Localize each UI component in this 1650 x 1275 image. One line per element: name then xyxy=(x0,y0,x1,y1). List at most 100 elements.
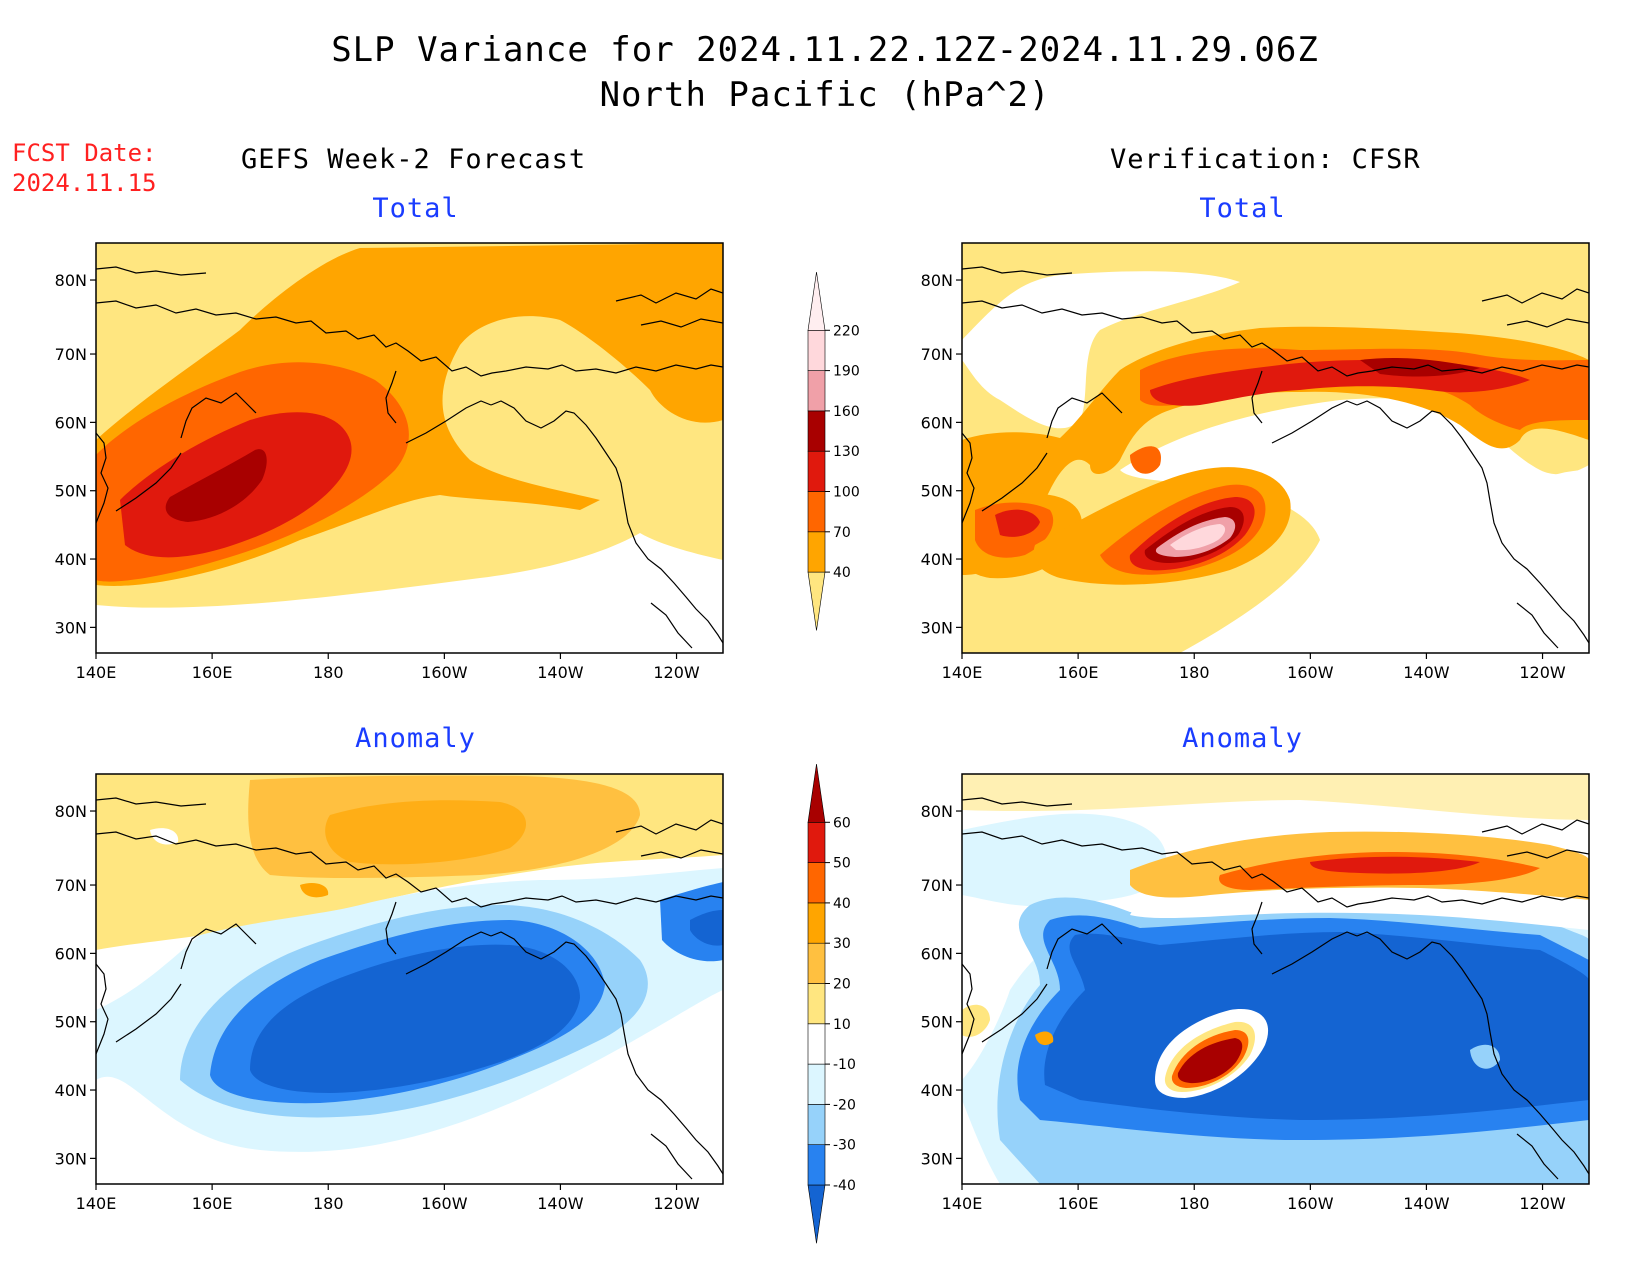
colorbar-level-label: 30 xyxy=(833,936,851,952)
figure-subtitle: North Pacific (hPa^2) xyxy=(599,75,1051,115)
lat-tick-label: 50N xyxy=(55,1013,87,1032)
lon-tick-label: 160W xyxy=(1287,663,1334,682)
lon-tick-label: 140W xyxy=(537,663,584,682)
lon-tick-label: 180 xyxy=(1179,663,1210,682)
colorbar-level-label: 70 xyxy=(833,525,851,541)
lat-tick-label: 30N xyxy=(921,1149,953,1168)
colorbar-swatch xyxy=(807,763,826,823)
colorbar-swatch xyxy=(807,1184,826,1244)
colorbar-swatch xyxy=(807,983,826,1025)
colorbar-level-label: -20 xyxy=(833,1097,856,1113)
lon-tick-label: 160E xyxy=(192,1194,233,1213)
colorbar-level-label: 40 xyxy=(833,896,851,912)
colorbar-total: 40 70 100 130 160 190 220 xyxy=(807,271,860,631)
colorbar-level-label: 40 xyxy=(833,565,851,581)
colorbar-swatch xyxy=(807,1144,826,1186)
axes-layer: 140E 160E 180 160W 140W 120W 30N 40N 50N 60N 70N 80… xyxy=(55,271,1566,1213)
panel-title-fcst-anomaly: Anomaly xyxy=(355,723,476,754)
lat-tick-label: 40N xyxy=(55,550,87,569)
lon-tick-label: 140W xyxy=(1403,663,1450,682)
lat-tick-label: 60N xyxy=(55,944,87,963)
figure-title: SLP Variance for 2024.11.22.12Z-2024.11.… xyxy=(331,30,1319,70)
lon-tick-label: 120W xyxy=(653,1194,700,1213)
lon-tick-label: 140E xyxy=(942,663,983,682)
colorbar-swatch xyxy=(807,821,826,863)
colorbar-level-label: 10 xyxy=(833,1017,851,1033)
colorbar-level-label: 20 xyxy=(833,977,851,993)
panel-title-verif-total: Total xyxy=(1199,193,1286,224)
lat-tick-label: 60N xyxy=(921,944,953,963)
colorbar-swatch xyxy=(807,450,826,492)
colorbar-level-label: -10 xyxy=(833,1057,856,1073)
lat-tick-label: 80N xyxy=(55,271,87,290)
lon-tick-label: 180 xyxy=(313,1194,344,1213)
colorbar-swatch xyxy=(807,1023,826,1065)
lat-tick-label: 70N xyxy=(55,876,87,895)
fcst-anomaly-map xyxy=(96,774,723,1184)
lat-tick-label: 50N xyxy=(921,482,953,501)
colorbar-level-label: 50 xyxy=(833,856,851,872)
colorbar-level-label: 60 xyxy=(833,815,851,831)
lon-tick-label: 140E xyxy=(76,1194,117,1213)
colorbar-level-label: 190 xyxy=(833,364,860,380)
lon-tick-label: 160W xyxy=(421,663,468,682)
lat-tick-label: 40N xyxy=(921,1081,953,1100)
colorbar-swatch xyxy=(807,370,826,412)
lat-tick-label: 60N xyxy=(55,413,87,432)
colorbar-swatch xyxy=(807,1063,826,1105)
lon-tick-label: 140E xyxy=(76,663,117,682)
lat-tick-label: 80N xyxy=(55,802,87,821)
colorbar-swatch xyxy=(807,902,826,944)
fcst-date-value: 2024.11.15 xyxy=(12,169,157,197)
lon-tick-label: 140E xyxy=(942,1194,983,1213)
lat-tick-label: 70N xyxy=(55,345,87,364)
lon-tick-label: 160W xyxy=(421,1194,468,1213)
lat-tick-label: 30N xyxy=(921,618,953,637)
lon-tick-label: 140W xyxy=(1403,1194,1450,1213)
colorbar-swatch xyxy=(807,271,826,331)
fcst-total-map xyxy=(96,243,723,653)
verification-column-header: Verification: CFSR xyxy=(1110,144,1421,175)
colorbar-level-label: -40 xyxy=(833,1178,856,1194)
lon-tick-label: 160E xyxy=(1058,1194,1099,1213)
lat-tick-label: 50N xyxy=(921,1013,953,1032)
lat-tick-label: 80N xyxy=(921,802,953,821)
colorbar-swatch xyxy=(807,329,826,371)
colorbar-level-label: 100 xyxy=(833,485,860,501)
lon-tick-label: 180 xyxy=(1179,1194,1210,1213)
verif-total-map xyxy=(962,243,1589,653)
colorbar-level-label: 130 xyxy=(833,444,860,460)
lat-tick-label: 50N xyxy=(55,482,87,501)
lat-tick-label: 40N xyxy=(55,1081,87,1100)
colorbar-anomaly: -40 -30 -20 -10 10 20 30 40 50 60 xyxy=(807,763,856,1244)
colorbar-swatch xyxy=(807,571,826,631)
colorbar-swatch xyxy=(807,942,826,984)
lat-tick-label: 30N xyxy=(55,1149,87,1168)
lat-tick-label: 60N xyxy=(921,413,953,432)
lon-tick-label: 160E xyxy=(192,663,233,682)
lon-tick-label: 180 xyxy=(313,663,344,682)
lat-tick-label: 40N xyxy=(921,550,953,569)
colorbar-swatch xyxy=(807,531,826,573)
lon-tick-label: 140W xyxy=(537,1194,584,1213)
lon-tick-label: 160E xyxy=(1058,663,1099,682)
fcst-date-label: FCST Date: xyxy=(12,139,157,167)
lat-tick-label: 30N xyxy=(55,618,87,637)
lat-tick-label: 80N xyxy=(921,271,953,290)
forecast-column-header: GEFS Week-2 Forecast xyxy=(241,144,587,175)
colorbar-swatch xyxy=(807,410,826,452)
lat-tick-label: 70N xyxy=(921,345,953,364)
lon-tick-label: 160W xyxy=(1287,1194,1334,1213)
verif-anomaly-map xyxy=(962,774,1589,1184)
colorbar-swatch xyxy=(807,862,826,904)
lat-tick-label: 70N xyxy=(921,876,953,895)
panel-title-fcst-total: Total xyxy=(372,193,459,224)
lon-tick-label: 120W xyxy=(653,663,700,682)
lon-tick-label: 120W xyxy=(1519,663,1566,682)
colorbar-swatch xyxy=(807,1104,826,1146)
colorbar-level-label: 160 xyxy=(833,404,860,420)
lon-tick-label: 120W xyxy=(1519,1194,1566,1213)
colorbar-swatch xyxy=(807,491,826,533)
colorbar-level-label: -30 xyxy=(833,1138,856,1154)
